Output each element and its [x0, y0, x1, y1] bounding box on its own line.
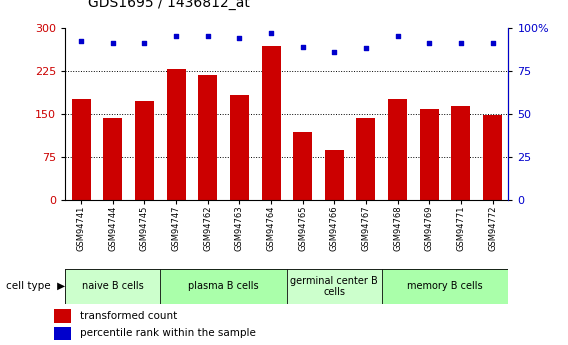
- Text: percentile rank within the sample: percentile rank within the sample: [80, 328, 256, 338]
- Text: transformed count: transformed count: [80, 311, 177, 321]
- Text: cell type  ▶: cell type ▶: [6, 282, 65, 291]
- Bar: [103, 118, 122, 200]
- Bar: [54, 327, 71, 340]
- Point: [330, 49, 339, 55]
- Bar: [420, 109, 438, 200]
- Bar: [382, 269, 508, 304]
- Bar: [65, 269, 160, 304]
- Bar: [325, 149, 344, 200]
- Point: [108, 40, 118, 46]
- Point: [488, 40, 497, 46]
- Point: [361, 46, 370, 51]
- Point: [235, 35, 244, 41]
- Text: plasma B cells: plasma B cells: [188, 282, 259, 291]
- Bar: [483, 115, 502, 200]
- Point: [172, 33, 181, 39]
- Point: [266, 30, 275, 36]
- Bar: [261, 46, 281, 200]
- Text: GDS1695 / 1436812_at: GDS1695 / 1436812_at: [88, 0, 250, 10]
- Bar: [452, 106, 470, 200]
- Point: [425, 40, 434, 46]
- Point: [393, 33, 402, 39]
- Bar: [230, 96, 249, 200]
- Point: [77, 39, 86, 44]
- Point: [298, 44, 307, 49]
- Bar: [198, 75, 217, 200]
- Bar: [388, 99, 407, 200]
- Bar: [160, 269, 287, 304]
- Point: [456, 40, 465, 46]
- Bar: [54, 309, 71, 323]
- Point: [203, 33, 212, 39]
- Bar: [357, 118, 375, 200]
- Text: memory B cells: memory B cells: [407, 282, 483, 291]
- Text: germinal center B
cells: germinal center B cells: [290, 276, 378, 297]
- Bar: [135, 101, 154, 200]
- Bar: [72, 99, 91, 200]
- Bar: [293, 132, 312, 200]
- Text: naive B cells: naive B cells: [82, 282, 144, 291]
- Point: [140, 40, 149, 46]
- Bar: [166, 69, 186, 200]
- Bar: [287, 269, 382, 304]
